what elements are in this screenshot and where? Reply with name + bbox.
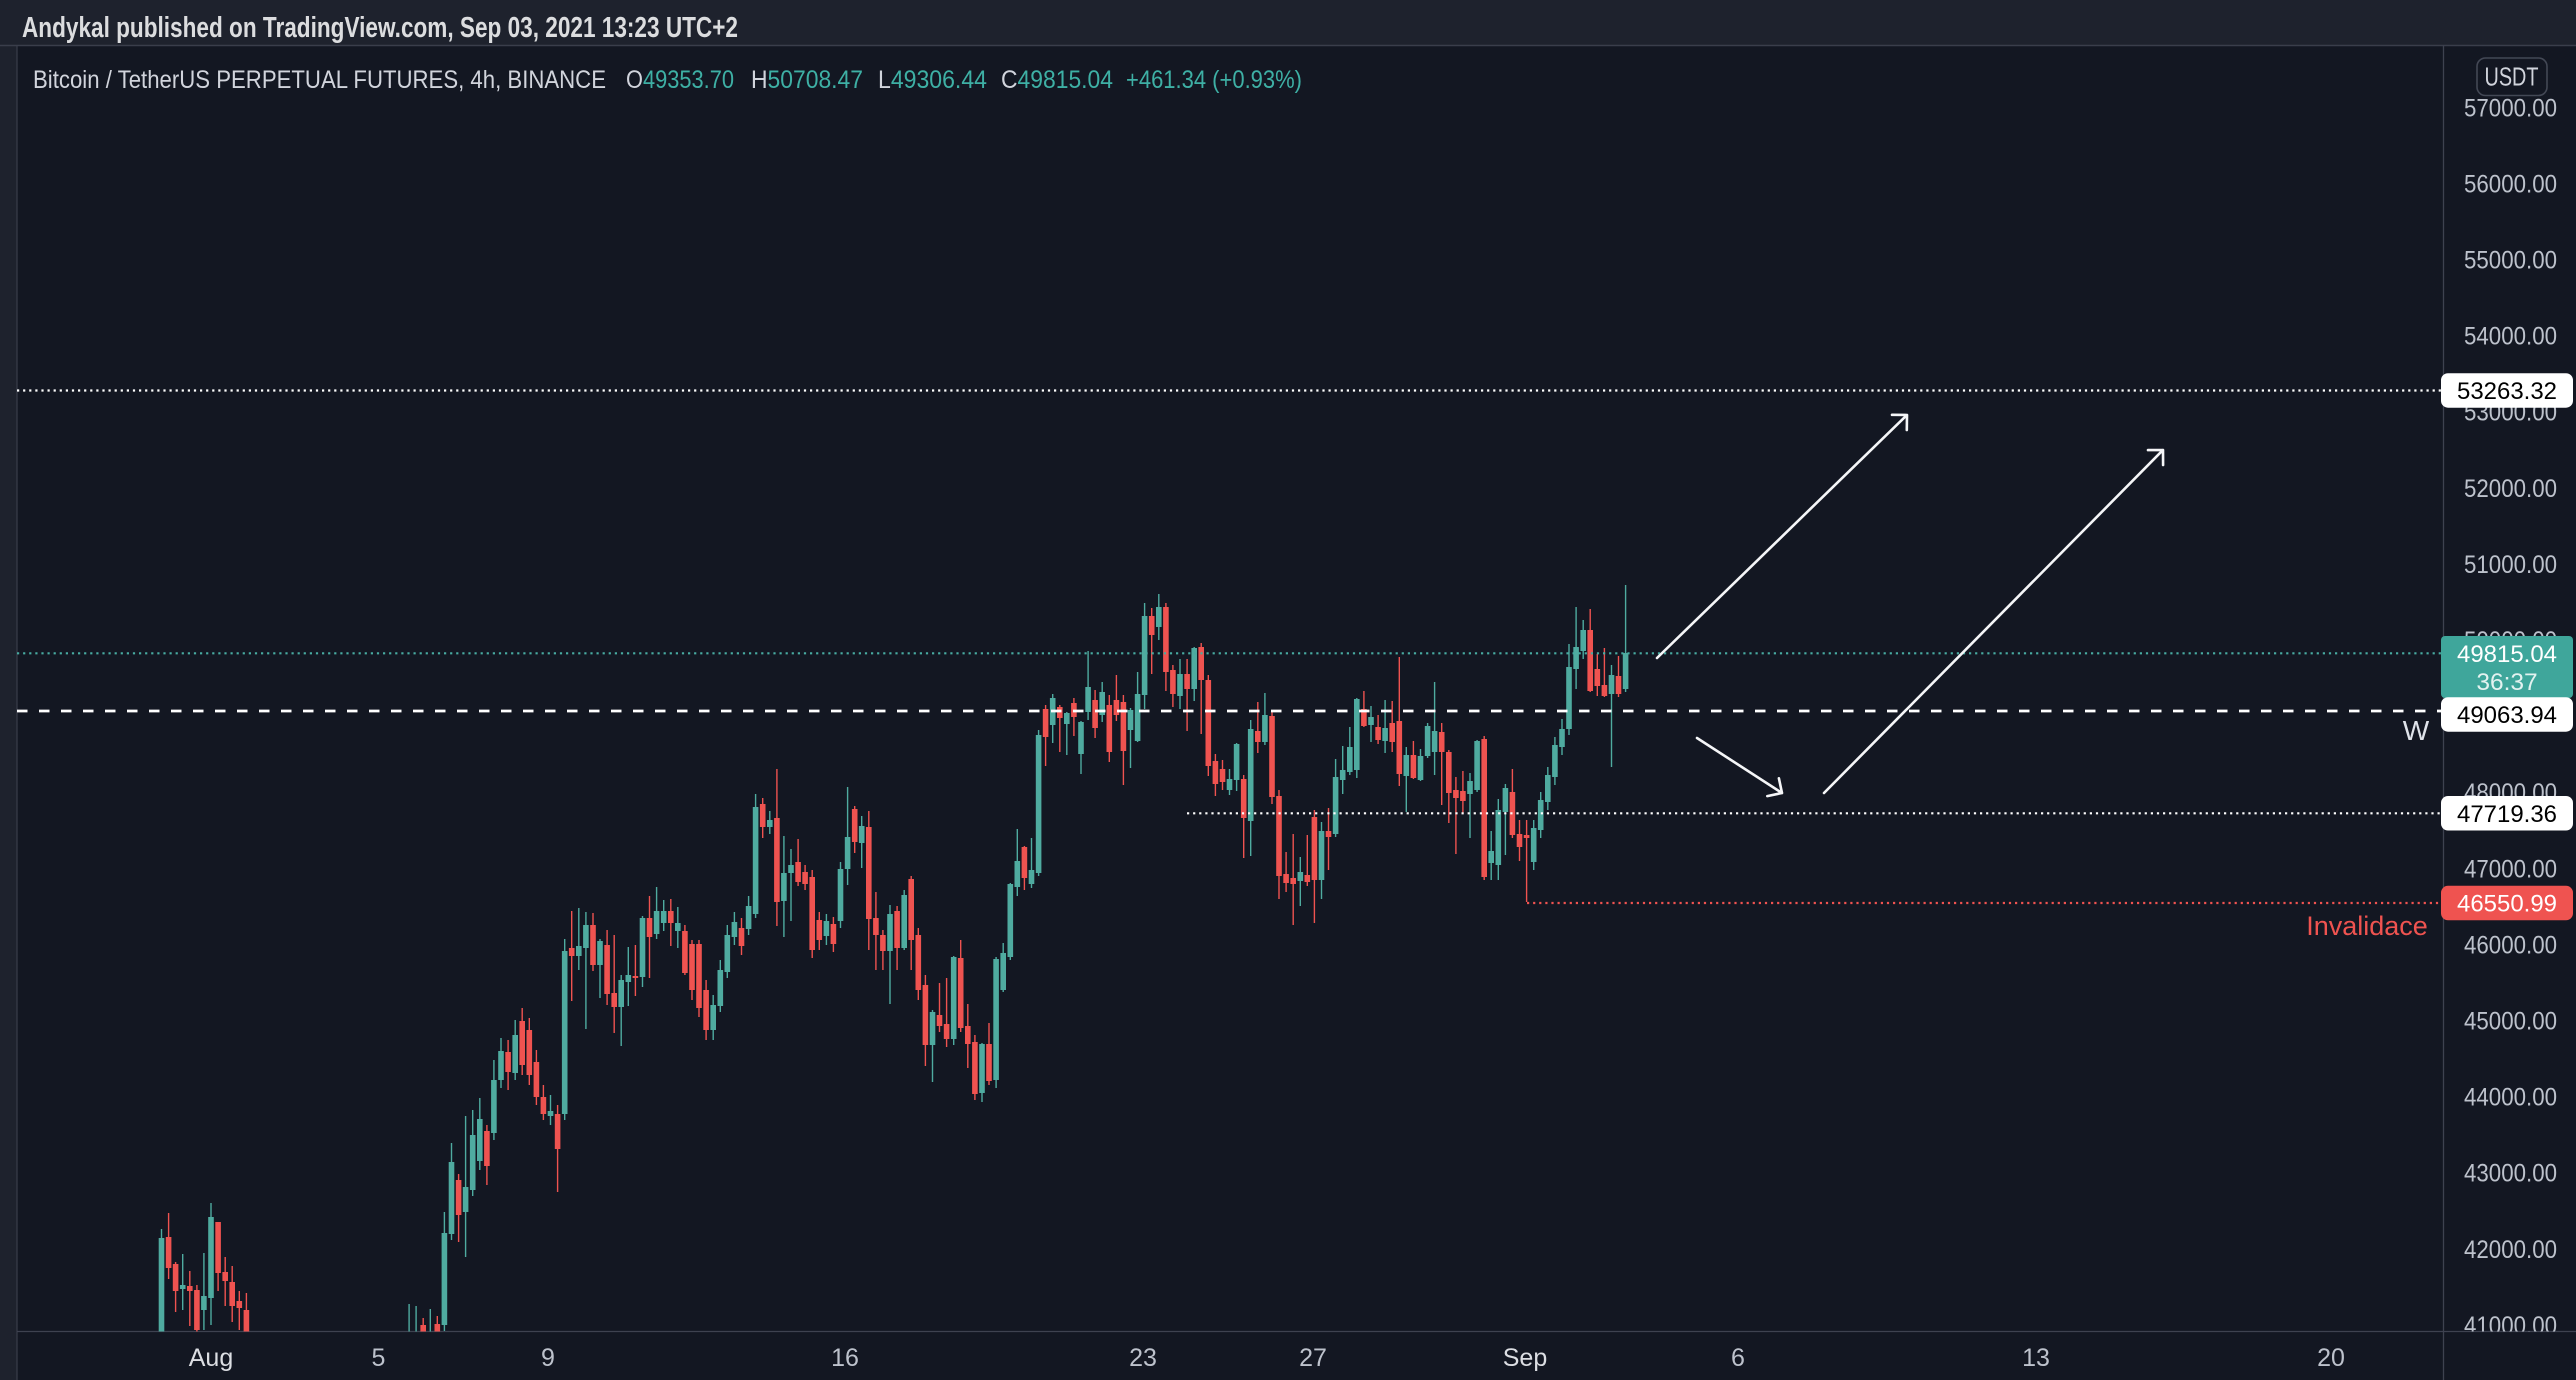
svg-text:44000.00: 44000.00 (2464, 1084, 2557, 1112)
svg-text:27: 27 (1299, 1344, 1327, 1372)
svg-text:23: 23 (1129, 1344, 1157, 1372)
svg-text:54000.00: 54000.00 (2464, 323, 2557, 351)
svg-text:L49306.44: L49306.44 (878, 66, 987, 94)
svg-text:Sep: Sep (1503, 1344, 1547, 1372)
svg-text:20: 20 (2317, 1344, 2345, 1372)
svg-text:41000.00: 41000.00 (2464, 1312, 2557, 1340)
svg-text:6: 6 (1731, 1344, 1745, 1372)
svg-text:USDT: USDT (2485, 62, 2539, 92)
svg-text:36:37: 36:37 (2476, 669, 2537, 696)
svg-text:47719.36: 47719.36 (2457, 801, 2557, 828)
svg-text:51000.00: 51000.00 (2464, 551, 2557, 579)
svg-text:52000.00: 52000.00 (2464, 475, 2557, 503)
svg-text:O49353.70: O49353.70 (626, 66, 734, 94)
svg-text:53263.32: 53263.32 (2457, 378, 2557, 405)
svg-text:Invalidace: Invalidace (2306, 911, 2428, 941)
svg-text:13: 13 (2022, 1344, 2050, 1372)
svg-text:16: 16 (831, 1344, 859, 1372)
svg-text:45000.00: 45000.00 (2464, 1008, 2557, 1036)
svg-text:43000.00: 43000.00 (2464, 1160, 2557, 1188)
svg-text:46550.99: 46550.99 (2457, 891, 2557, 918)
svg-text:56000.00: 56000.00 (2464, 170, 2557, 198)
svg-text:W: W (2403, 715, 2430, 746)
svg-text:Bitcoin / TetherUS PERPETUAL F: Bitcoin / TetherUS PERPETUAL FUTURES, 4h… (33, 66, 606, 94)
svg-text:49815.04: 49815.04 (2457, 641, 2557, 668)
svg-text:H50708.47: H50708.47 (751, 66, 863, 94)
svg-text:47000.00: 47000.00 (2464, 855, 2557, 883)
svg-text:55000.00: 55000.00 (2464, 247, 2557, 275)
svg-text:9: 9 (541, 1344, 555, 1372)
svg-text:49063.94: 49063.94 (2457, 702, 2557, 729)
svg-text:C49815.04: C49815.04 (1001, 66, 1113, 94)
svg-text:5: 5 (372, 1344, 386, 1372)
svg-text:Andykal published on TradingVi: Andykal published on TradingView.com, Se… (22, 12, 738, 44)
svg-text:57000.00: 57000.00 (2464, 94, 2557, 122)
svg-text:42000.00: 42000.00 (2464, 1236, 2557, 1264)
svg-text:46000.00: 46000.00 (2464, 931, 2557, 959)
svg-text:Aug: Aug (189, 1344, 233, 1372)
svg-text:+461.34 (+0.93%): +461.34 (+0.93%) (1126, 66, 1302, 94)
